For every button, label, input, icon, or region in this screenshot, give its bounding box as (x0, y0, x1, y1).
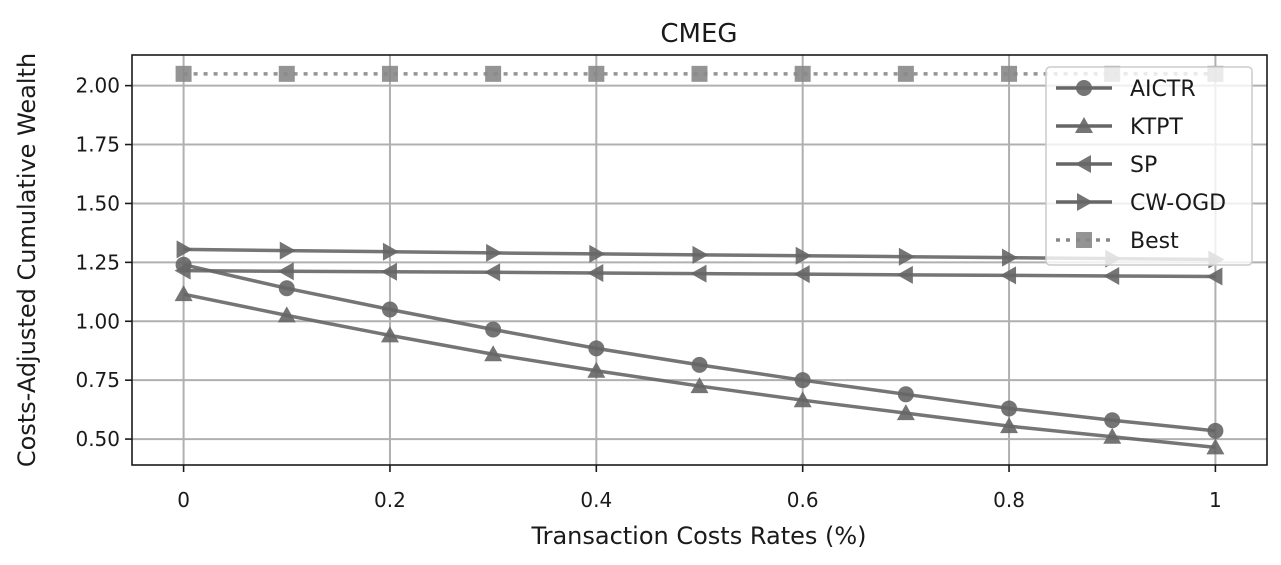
y-axis-label: Costs-Adjusted Cumulative Wealth (13, 53, 41, 467)
legend-marker (1075, 155, 1091, 173)
ticks: 0 0.2 0.4 0.6 0.8 1 0.50 0.75 1.00 1.25 1.50 1.75 2.… (75, 74, 1221, 512)
data-point (690, 377, 709, 394)
legend-box (1045, 66, 1253, 266)
data-point (794, 65, 811, 82)
data-point (484, 263, 501, 282)
data-point (898, 247, 915, 266)
data-point (1104, 412, 1121, 429)
data-point (1001, 400, 1018, 417)
y-tick-label: 2.00 (75, 74, 120, 98)
data-point (381, 65, 398, 82)
legend-entry: SP (1056, 153, 1157, 178)
y-tick-label: 1.50 (75, 191, 120, 215)
data-point (1000, 266, 1017, 285)
data-point (588, 65, 605, 82)
series-sp (174, 261, 1223, 286)
data-point (589, 244, 606, 263)
y-tick-label: 0.50 (75, 427, 120, 451)
legend-label: CW-OGD (1130, 191, 1226, 216)
legend-entry: KTPT (1056, 115, 1183, 140)
legend: AICTR KTPT SP CW-OGD Best (1045, 66, 1253, 266)
legend-marker (1077, 193, 1093, 211)
x-tick-label: 0.8 (993, 488, 1025, 512)
data-point (587, 361, 606, 378)
data-point (896, 404, 915, 421)
data-point (587, 263, 604, 282)
data-point (486, 243, 503, 262)
x-tick-label: 1 (1209, 488, 1222, 512)
chart-title: CMEG (660, 19, 737, 49)
data-point (485, 65, 502, 82)
series-layer (174, 65, 1225, 455)
x-tick-label: 0 (177, 488, 190, 512)
data-point (277, 262, 294, 281)
data-point (897, 65, 914, 82)
data-point (897, 386, 914, 403)
data-point (175, 65, 192, 82)
data-point (1206, 267, 1223, 286)
series-ktpt (174, 285, 1225, 455)
data-point (896, 265, 913, 284)
legend-marker (1076, 232, 1092, 248)
data-point (1206, 438, 1225, 455)
plot-frame (131, 54, 1268, 466)
data-point (174, 261, 191, 280)
legend-label: KTPT (1130, 115, 1183, 140)
data-point (691, 356, 708, 373)
legend-label: SP (1130, 153, 1157, 178)
x-tick-label: 0.4 (580, 488, 612, 512)
data-point (1002, 248, 1019, 267)
y-tick-label: 1.00 (75, 309, 120, 333)
data-point (484, 345, 503, 362)
data-point (174, 285, 193, 302)
data-point (1103, 267, 1120, 286)
data-point (1103, 427, 1122, 444)
data-point (692, 245, 709, 264)
legend-entry: CW-OGD (1056, 191, 1226, 216)
x-tick-label: 0.2 (374, 488, 406, 512)
data-point (795, 246, 812, 265)
data-point (1000, 417, 1019, 434)
x-axis-label: Transaction Costs Rates (%) (530, 522, 866, 550)
legend-marker (1076, 80, 1092, 96)
data-point (691, 65, 708, 82)
legend-label: AICTR (1130, 77, 1196, 102)
y-tick-label: 1.75 (75, 133, 120, 157)
series-line (183, 263, 1216, 433)
data-point (176, 240, 193, 259)
data-point (278, 65, 295, 82)
data-point (793, 265, 810, 284)
legend-entry: AICTR (1056, 77, 1196, 102)
legend-marker (1075, 117, 1093, 133)
data-point (278, 280, 295, 297)
series-aictr (175, 256, 1224, 439)
data-point (1207, 422, 1224, 439)
data-point (381, 301, 398, 318)
data-point (793, 391, 812, 408)
legend-label: Best (1130, 229, 1179, 254)
data-point (380, 326, 399, 343)
y-tick-label: 1.25 (75, 250, 120, 274)
data-point (690, 264, 707, 283)
data-point (382, 242, 399, 261)
legend-entry: Best (1056, 229, 1179, 254)
data-point (277, 306, 296, 323)
data-point (485, 321, 502, 338)
y-tick-label: 0.75 (75, 368, 120, 392)
data-point (794, 372, 811, 389)
data-point (279, 241, 296, 260)
x-tick-label: 0.6 (787, 488, 819, 512)
data-point (380, 262, 397, 281)
data-point (588, 340, 605, 357)
data-point (1001, 65, 1018, 82)
